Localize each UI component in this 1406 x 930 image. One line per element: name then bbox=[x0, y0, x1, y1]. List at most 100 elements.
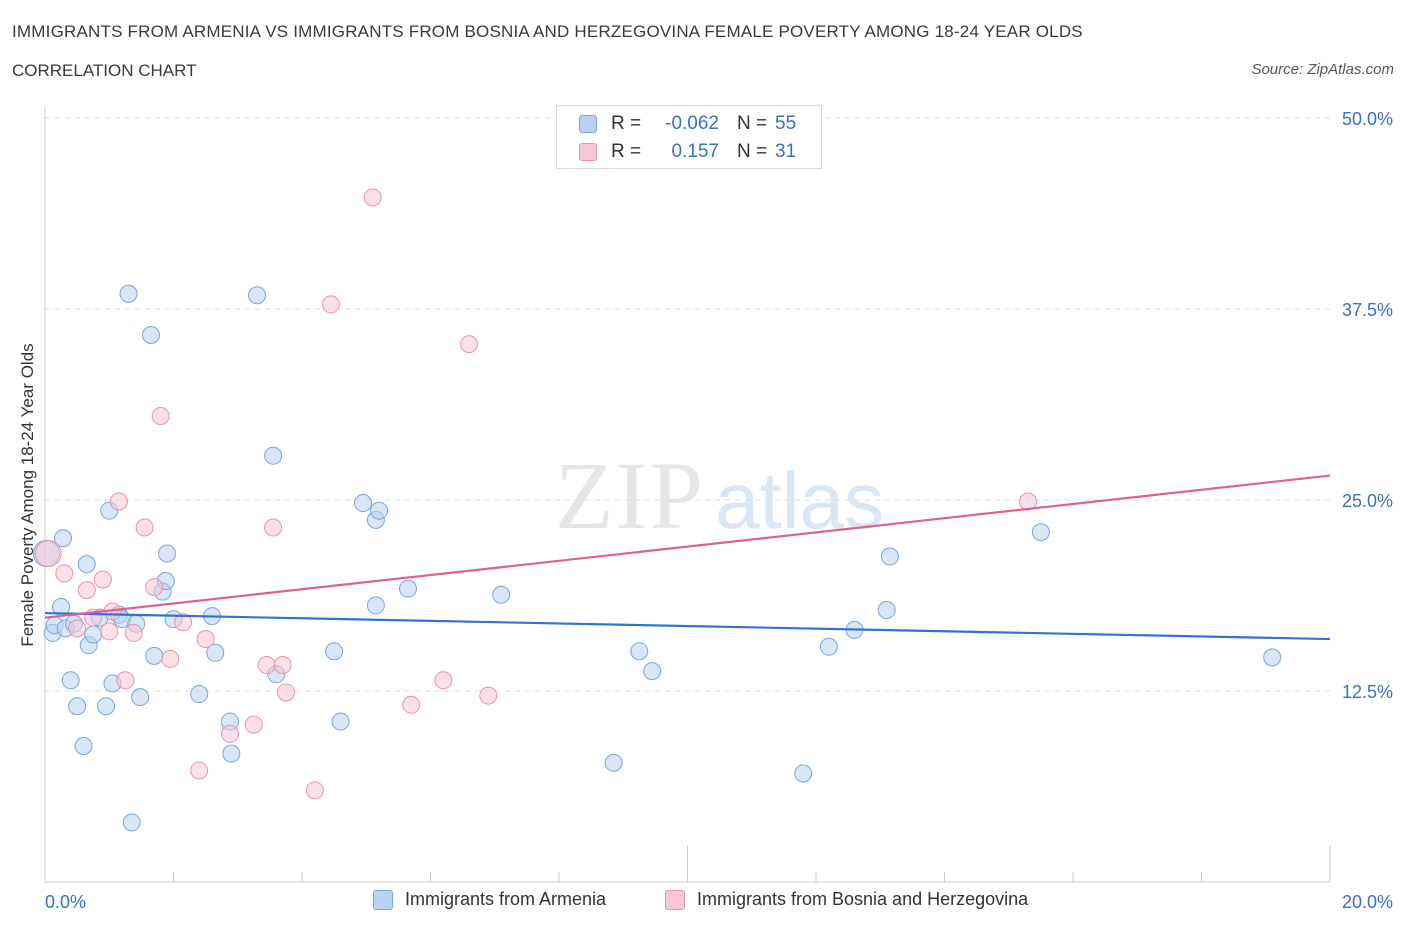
r-label: R = bbox=[611, 113, 642, 134]
armenia-point-8 bbox=[68, 697, 87, 716]
bosnia-point-14 bbox=[161, 649, 180, 668]
bosnia-point-28 bbox=[434, 671, 453, 690]
bosnia-point-16 bbox=[190, 761, 209, 780]
bosnia-point-8 bbox=[109, 492, 128, 511]
bosnia-point-30 bbox=[479, 686, 498, 705]
bosnia-point-0 bbox=[34, 539, 62, 567]
armenia-point-27 bbox=[158, 544, 177, 563]
bosnia-point-29 bbox=[460, 335, 479, 354]
stats-legend: R = -0.062 N = 55 R = 0.157 N = 31 bbox=[556, 105, 822, 169]
armenia-point-6 bbox=[61, 671, 80, 690]
bosnia-point-3 bbox=[77, 581, 96, 600]
armenia-point-10 bbox=[77, 555, 96, 574]
bosnia-point-6 bbox=[100, 622, 119, 641]
legend-label-armenia: Immigrants from Armenia bbox=[405, 889, 607, 909]
armenia-point-33 bbox=[222, 744, 241, 763]
grid-lines bbox=[45, 117, 1330, 692]
bosnia-point-26 bbox=[363, 188, 382, 207]
bosnia-trend-line bbox=[44, 474, 1331, 619]
legend-item-armenia[interactable]: Immigrants from Armenia bbox=[373, 889, 606, 910]
armenia-point-44 bbox=[492, 585, 511, 604]
bosnia-point-13 bbox=[151, 406, 170, 425]
armenia-legend-swatch bbox=[373, 889, 393, 910]
armenia-point-20 bbox=[122, 813, 141, 832]
armenia-point-9 bbox=[74, 737, 93, 756]
armenia-point-43 bbox=[399, 579, 418, 598]
bosnia-point-23 bbox=[276, 683, 295, 702]
r-value: 0.157 bbox=[671, 141, 719, 162]
bosnia-point-1 bbox=[55, 564, 74, 583]
armenia-trend-line bbox=[44, 611, 1331, 641]
armenia-point-48 bbox=[794, 764, 813, 783]
n-label: N = bbox=[737, 141, 768, 162]
armenia-point-45 bbox=[604, 753, 623, 772]
legend-item-bosnia[interactable]: Immigrants from Bosnia and Herzegovina bbox=[665, 889, 1028, 910]
bosnia-point-12 bbox=[145, 578, 164, 597]
armenia-swatch bbox=[579, 115, 597, 133]
armenia-point-29 bbox=[190, 685, 209, 704]
axes bbox=[44, 106, 1331, 883]
n-value: 31 bbox=[775, 141, 797, 162]
armenia-point-46 bbox=[630, 642, 649, 661]
bosnia-point-5 bbox=[93, 570, 112, 589]
armenia-point-37 bbox=[325, 642, 344, 661]
watermark: ZIP atlas bbox=[555, 442, 884, 549]
chart-subtitle: CORRELATION CHART bbox=[12, 61, 197, 80]
n-label: N = bbox=[737, 113, 768, 134]
bosnia-point-9 bbox=[116, 671, 135, 690]
armenia-point-49 bbox=[819, 637, 838, 656]
armenia-point-39 bbox=[354, 494, 373, 513]
data-points bbox=[32, 188, 1282, 832]
source-label: Source: ZipAtlas.com bbox=[1251, 61, 1394, 78]
armenia-point-54 bbox=[1263, 648, 1282, 667]
armenia-point-34 bbox=[248, 286, 267, 305]
bosnia-point-21 bbox=[264, 518, 283, 537]
bosnia-legend-swatch bbox=[665, 889, 685, 910]
armenia-point-12 bbox=[84, 625, 103, 644]
bosnia-swatch bbox=[579, 143, 597, 161]
n-value: 55 bbox=[775, 113, 797, 134]
stats-row-armenia: R = -0.062 N = 55 bbox=[579, 112, 796, 136]
armenia-point-22 bbox=[131, 688, 150, 707]
bosnia-point-18 bbox=[221, 724, 240, 743]
trend-lines bbox=[44, 474, 1331, 641]
bosnia-point-27 bbox=[402, 695, 421, 714]
armenia-point-19 bbox=[119, 284, 138, 303]
bosnia-point-11 bbox=[135, 518, 154, 537]
watermark-zip: ZIP bbox=[555, 442, 705, 549]
bosnia-point-24 bbox=[305, 781, 324, 800]
armenia-point-14 bbox=[97, 697, 116, 716]
chart-title: IMMIGRANTS FROM ARMENIA VS IMMIGRANTS FR… bbox=[12, 22, 1083, 41]
y-tick-label-3: 50.0% bbox=[1342, 109, 1393, 129]
armenia-point-51 bbox=[877, 601, 896, 620]
armenia-point-52 bbox=[880, 547, 899, 566]
armenia-point-4 bbox=[53, 529, 72, 548]
armenia-point-47 bbox=[643, 662, 662, 681]
r-value: -0.062 bbox=[665, 113, 719, 134]
armenia-point-42 bbox=[366, 596, 385, 615]
bosnia-point-17 bbox=[196, 630, 215, 649]
armenia-point-41 bbox=[370, 501, 389, 520]
bosnia-point-15 bbox=[174, 613, 193, 632]
bosnia-point-22 bbox=[273, 656, 292, 675]
x-tick-label-1: 20.0% bbox=[1342, 892, 1393, 912]
armenia-point-35 bbox=[264, 446, 283, 465]
armenia-point-53 bbox=[1031, 523, 1050, 542]
armenia-point-23 bbox=[142, 325, 161, 344]
legend-label-bosnia: Immigrants from Bosnia and Herzegovina bbox=[697, 889, 1029, 909]
stats-row-bosnia: R = 0.157 N = 31 bbox=[579, 140, 796, 164]
bosnia-point-20 bbox=[257, 656, 276, 675]
bosnia-point-2 bbox=[68, 619, 87, 638]
y-tick-label-0: 12.5% bbox=[1342, 682, 1393, 702]
bosnia-point-25 bbox=[321, 295, 340, 314]
series-legend: Immigrants from Armenia Immigrants from … bbox=[0, 889, 1406, 915]
armenia-point-24 bbox=[145, 646, 164, 665]
y-tick-label-2: 37.5% bbox=[1342, 300, 1393, 320]
armenia-point-31 bbox=[206, 643, 225, 662]
y-tick-label-1: 25.0% bbox=[1342, 491, 1393, 511]
r-label: R = bbox=[611, 141, 642, 162]
x-tick-label-0: 0.0% bbox=[45, 892, 86, 912]
bosnia-point-19 bbox=[244, 715, 263, 734]
bosnia-point-10 bbox=[124, 623, 143, 642]
